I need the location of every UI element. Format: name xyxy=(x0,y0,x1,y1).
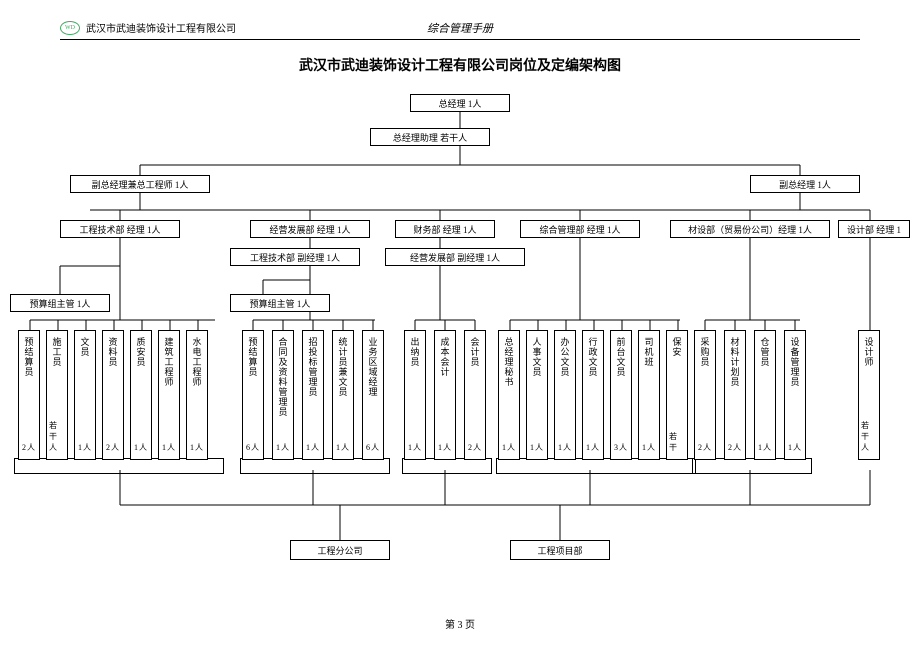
node-dept-design: 设计部 经理 1 xyxy=(838,220,910,238)
group-frame-4 xyxy=(496,458,696,474)
staff-g2-1: 合同及资料管理员1人 xyxy=(272,330,294,460)
staff-g4-1: 人事文员1人 xyxy=(526,330,548,460)
node-vice-gm: 副总经理 1人 xyxy=(750,175,860,193)
page-number: 第 3 页 xyxy=(0,616,920,631)
staff-g5-0: 采购员2人 xyxy=(694,330,716,460)
staff-g3-1: 成本会计1人 xyxy=(434,330,456,460)
staff-g3-0: 出纳员1人 xyxy=(404,330,426,460)
staff-g4-0: 总经理秘书1人 xyxy=(498,330,520,460)
staff-g4-4: 前台文员3人 xyxy=(610,330,632,460)
node-dept-admin: 综合管理部 经理 1人 xyxy=(520,220,640,238)
staff-g3-2: 会计员2人 xyxy=(464,330,486,460)
staff-g1-5: 建筑工程师1人 xyxy=(158,330,180,460)
page-header: WD 武汉市武迪装饰设计工程有限公司 综合管理手册 xyxy=(60,20,860,40)
node-assistant: 总经理助理 若干人 xyxy=(370,128,490,146)
node-supervisor-a: 预算组主管 1人 xyxy=(10,294,110,312)
staff-g1-3: 资料员2人 xyxy=(102,330,124,460)
node-dept-biz-vice: 经营发展部 副经理 1人 xyxy=(385,248,525,266)
staff-g1-6: 水电工程师1人 xyxy=(186,330,208,460)
staff-g2-3: 统计员兼文员1人 xyxy=(332,330,354,460)
group-frame-1 xyxy=(14,458,224,474)
staff-g4-2: 办公文员1人 xyxy=(554,330,576,460)
staff-g5-1: 材料计划员2人 xyxy=(724,330,746,460)
staff-g4-5: 司机班1人 xyxy=(638,330,660,460)
group-frame-2 xyxy=(240,458,390,474)
node-gm: 总经理 1人 xyxy=(410,94,510,112)
node-dept-material: 材设部（贸易份公司）经理 1人 xyxy=(670,220,830,238)
logo: WD xyxy=(60,21,80,35)
node-vice-gm-eng: 副总经理兼总工程师 1人 xyxy=(70,175,210,193)
node-dept-eng: 工程技术部 经理 1人 xyxy=(60,220,180,238)
staff-g1-1: 施工员若干人 xyxy=(46,330,68,460)
staff-g2-0: 预结算员6人 xyxy=(242,330,264,460)
staff-g5-3: 设备管理员1人 xyxy=(784,330,806,460)
node-dept-eng-vice: 工程技术部 副经理 1人 xyxy=(230,248,360,266)
node-branch: 工程分公司 xyxy=(290,540,390,560)
node-project: 工程项目部 xyxy=(510,540,610,560)
group-frame-5 xyxy=(692,458,812,474)
manual-title: 综合管理手册 xyxy=(427,20,493,36)
staff-g5-2: 仓管员1人 xyxy=(754,330,776,460)
group-frame-3 xyxy=(402,458,492,474)
staff-g6-0: 设计师若干人 xyxy=(858,330,880,460)
staff-g4-3: 行政文员1人 xyxy=(582,330,604,460)
node-dept-fin: 财务部 经理 1人 xyxy=(395,220,495,238)
staff-g1-4: 质安员1人 xyxy=(130,330,152,460)
company-name: 武汉市武迪装饰设计工程有限公司 xyxy=(86,20,236,35)
node-supervisor-b: 预算组主管 1人 xyxy=(230,294,330,312)
node-dept-biz: 经营发展部 经理 1人 xyxy=(250,220,370,238)
staff-g1-2: 文员1人 xyxy=(74,330,96,460)
chart-title: 武汉市武迪装饰设计工程有限公司岗位及定编架构图 xyxy=(0,55,920,75)
staff-g4-6: 保安若干 xyxy=(666,330,688,460)
staff-g2-4: 业务区域经理6人 xyxy=(362,330,384,460)
staff-g1-0: 预结算员2人 xyxy=(18,330,40,460)
staff-g2-2: 招投标管理员1人 xyxy=(302,330,324,460)
